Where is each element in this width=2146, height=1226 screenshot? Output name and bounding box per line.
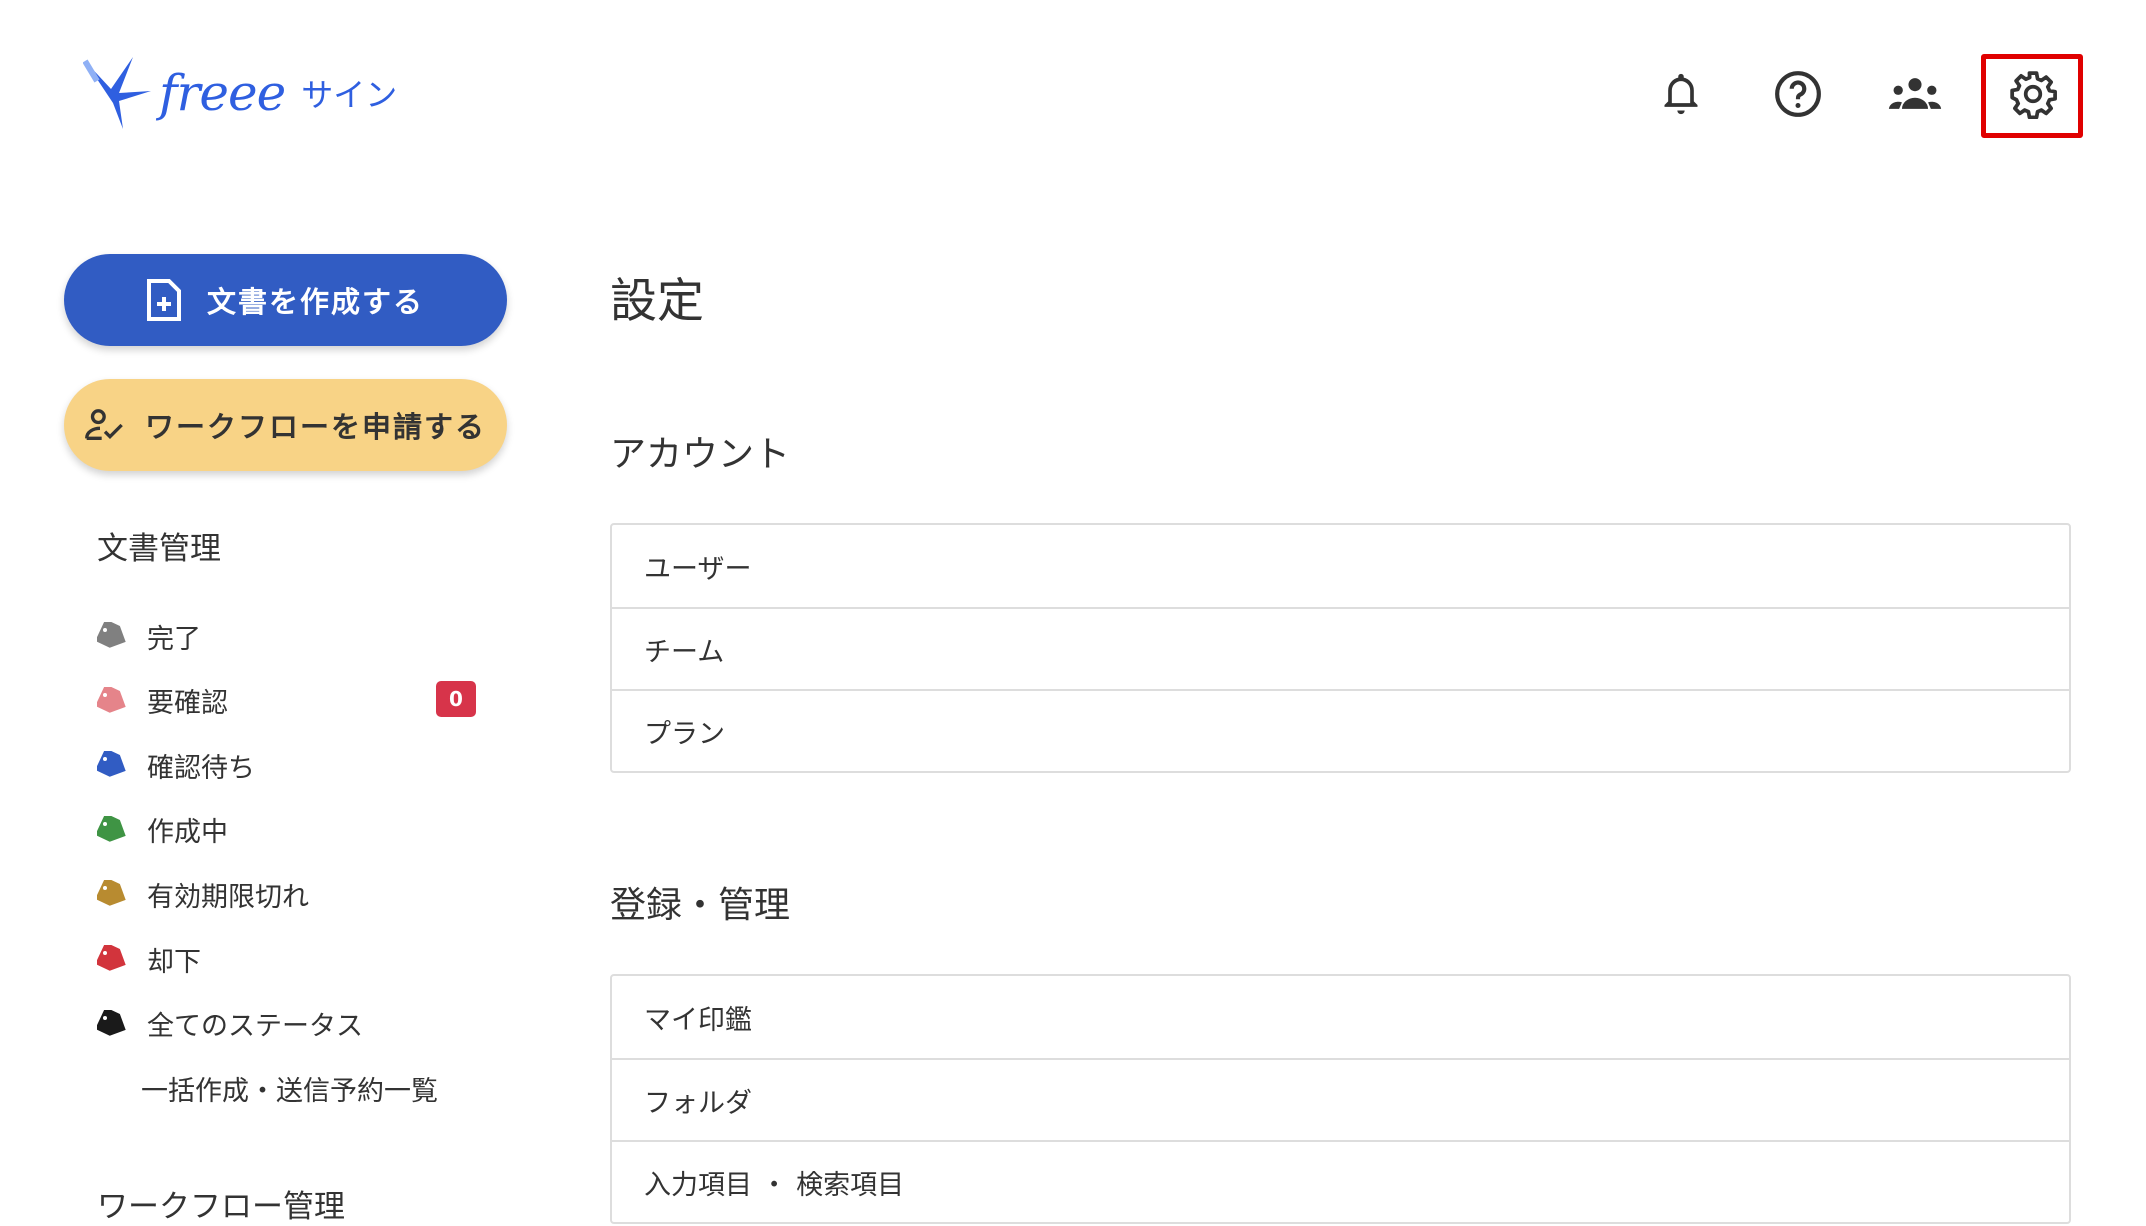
settings-row-my-seal[interactable]: マイ印鑑: [644, 1004, 752, 1036]
account-heading: アカウント: [610, 434, 791, 475]
registration-management-heading: 登録・管理: [610, 885, 791, 926]
count-badge: 0: [436, 680, 476, 717]
help-icon: [1775, 71, 1821, 117]
document-management-heading: 文書管理: [97, 531, 221, 567]
status-filter-item[interactable]: 却下: [97, 935, 477, 983]
create-document-button[interactable]: 文書を作成する: [64, 254, 507, 346]
status-filter-item[interactable]: 確認待ち: [97, 741, 477, 789]
tag-icon: [97, 880, 126, 907]
status-filter-item[interactable]: 有効期限切れ: [97, 870, 477, 918]
settings-row-team[interactable]: チーム: [612, 607, 2069, 689]
status-label: 要確認: [147, 688, 228, 720]
settings-highlight-box: [1981, 54, 2083, 138]
team-icon: [1888, 78, 1942, 109]
registration-settings-list: マイ印鑑 フォルダ 入力項目 ・ 検索項目: [610, 974, 2071, 1224]
status-label: 全てのステータス: [147, 1011, 363, 1043]
file-plus-icon: [146, 279, 181, 321]
bulk-create-scheduled-link[interactable]: 一括作成・送信予約一覧: [97, 1064, 477, 1112]
status-label: 有効期限切れ: [147, 881, 309, 913]
team-button[interactable]: [1887, 66, 1943, 122]
freee-sign-logo[interactable]: freee サイン: [83, 55, 397, 131]
settings-row-plan[interactable]: プラン: [612, 689, 2069, 771]
tag-icon: [97, 815, 126, 842]
status-filter-item[interactable]: 要確認 0: [97, 677, 477, 725]
tag-icon: [97, 751, 126, 777]
settings-button[interactable]: [2005, 66, 2061, 122]
bell-icon: [1664, 73, 1698, 115]
apply-workflow-button[interactable]: ワークフローを申請する: [64, 379, 507, 471]
gear-icon: [2010, 71, 2057, 119]
status-label: 作成中: [147, 817, 228, 849]
status-filter-item[interactable]: 全てのステータス: [97, 1000, 477, 1048]
apply-workflow-label: ワークフローを申請する: [144, 410, 486, 444]
workflow-management-heading: ワークフロー管理: [97, 1189, 345, 1225]
user-check-icon: [84, 409, 123, 440]
tag-icon: [97, 686, 126, 713]
settings-row-users[interactable]: ユーザー: [644, 553, 752, 585]
status-label: 完了: [147, 623, 201, 655]
settings-row-folders[interactable]: フォルダ: [612, 1058, 2069, 1140]
status-label: 却下: [147, 946, 201, 978]
status-label: 確認待ち: [147, 752, 255, 784]
tag-icon: [97, 945, 126, 971]
logo-word: freee: [159, 64, 286, 122]
swallow-logo-icon: [83, 57, 151, 129]
create-document-label: 文書を作成する: [206, 285, 424, 319]
bulk-create-label: 一括作成・送信予約一覧: [141, 1075, 438, 1107]
settings-row-input-search-fields[interactable]: 入力項目 ・ 検索項目: [612, 1140, 2069, 1222]
status-filter-item[interactable]: 完了: [97, 612, 477, 660]
account-settings-list: ユーザー チーム プラン: [610, 523, 2071, 773]
logo-product: サイン: [301, 76, 398, 114]
status-filter-item[interactable]: 作成中: [97, 806, 477, 854]
tag-icon: [97, 1009, 126, 1036]
tag-icon: [97, 622, 126, 648]
notifications-button[interactable]: [1653, 66, 1709, 122]
help-button[interactable]: [1770, 66, 1826, 122]
page-title: 設定: [610, 274, 704, 329]
